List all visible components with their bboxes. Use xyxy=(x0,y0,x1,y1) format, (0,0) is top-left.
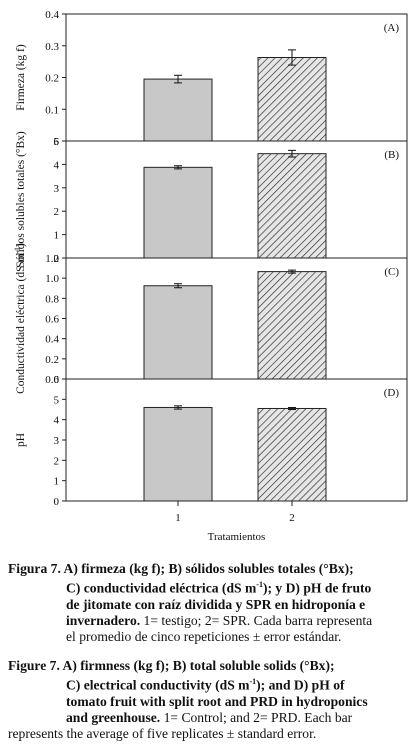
caption-es-line5: el promedio de cinco repeticiones ± erro… xyxy=(66,628,342,644)
caption-es-line4a: invernadero. xyxy=(66,612,141,628)
caption-en-line5: represents the average of five replicate… xyxy=(8,725,317,741)
chart-panel-4: 6 5 4 3 2 1 0 pH (D) xyxy=(15,374,408,508)
caption-en-line3: tomato fruit with split root and PRD in … xyxy=(66,693,368,709)
caption-english: Figure 7. A) firmness (kg f); B) total s… xyxy=(8,658,412,742)
panel-frame xyxy=(65,13,408,142)
bar-treatment-1 xyxy=(143,78,213,142)
y-tick-label: 2 xyxy=(54,206,60,218)
y-tick-label: 0.6 xyxy=(45,314,59,326)
panel-label: (C) xyxy=(384,266,399,278)
y-tick-label: 6 xyxy=(54,374,60,386)
error-bar-treatment-1 xyxy=(174,74,182,84)
chart-panel-2: 5 4 3 2 1 0 Sólidos solubles totales (°Bx) (B) xyxy=(15,131,408,268)
y-tick-label: 6 xyxy=(54,136,60,148)
y-tick-label: 3 xyxy=(54,435,60,447)
bar-treatment-2 xyxy=(257,271,327,380)
chart-panel-3: 1.2 1.0 0.8 0.6 0.4 0.2 0.0 Conductividad eléct… xyxy=(13,243,408,394)
y-tick-label: 3 xyxy=(54,183,60,195)
error-bar-treatment-2 xyxy=(288,149,296,158)
y-tick-label: 5 xyxy=(54,394,60,406)
panel-frame xyxy=(65,140,408,259)
y-tick-label: 5 xyxy=(54,136,60,148)
caption-es-line3: de jitomate con raíz dividida y SPR en h… xyxy=(66,596,366,612)
x-tick-label: 2 xyxy=(289,512,295,524)
caption-en-head: Figure 7. xyxy=(8,658,60,673)
y-tick-label: 0.3 xyxy=(45,41,59,53)
caption-es-line2a: C) conductividad eléctrica (dS m xyxy=(66,580,257,596)
x-tick-label: 1 xyxy=(175,512,181,524)
y-tick-label: 1 xyxy=(54,476,60,488)
panel-label: (B) xyxy=(384,149,399,161)
chart-panel-1: 0.4 0.3 0.2 0.1 6 Firmeza (kg f) (A) xyxy=(15,9,408,148)
y-tick-label: 0.8 xyxy=(45,293,59,305)
y-tick-label: 0 xyxy=(54,253,60,265)
y-axis-label: Firmeza (kg f) xyxy=(15,44,27,111)
caption-es-line1: A) firmeza (kg f); B) sólidos solubles t… xyxy=(63,561,354,576)
y-tick-label: 0.4 xyxy=(45,334,59,346)
bar-treatment-2 xyxy=(257,56,327,142)
y-axis-label: pH xyxy=(15,433,27,447)
bar-treatment-1 xyxy=(143,166,213,259)
caption-spanish: Figura 7. A) firmeza (kg f); B) sólidos … xyxy=(8,561,412,645)
y-tick-label: 0.1 xyxy=(45,104,59,116)
y-tick-label: 4 xyxy=(54,159,60,171)
bar-treatment-2 xyxy=(257,153,327,259)
caption-en-line2a: C) electrical conductivity (dS m xyxy=(66,677,250,693)
bar-chart-figure: 0.4 0.3 0.2 0.1 6 Firmeza (kg f) (A) 5 4 3 2 1 0 Sóli… xyxy=(13,9,408,543)
y-tick-label: 0.0 xyxy=(45,374,59,386)
x-axis-label: Tratamientos xyxy=(208,531,266,543)
y-axis-label: Sólidos solubles totales (°Bx) xyxy=(15,131,27,268)
caption-es-head: Figura 7. xyxy=(8,561,61,576)
caption-es-line4b: 1= testigo; 2= SPR. Cada barra represent… xyxy=(143,612,373,628)
caption-es-line2-sup: -1 xyxy=(256,580,263,589)
caption-en-line4b: 1= Control; and 2= PRD. Each bar xyxy=(163,709,353,725)
y-tick-label: 1.2 xyxy=(45,253,59,265)
error-bar-treatment-2 xyxy=(288,49,296,66)
y-tick-label: 2 xyxy=(54,455,60,467)
y-tick-label: 0 xyxy=(54,496,60,508)
caption-en-line2-sup: -1 xyxy=(249,677,257,686)
caption-es-line2b: ); y D) pH de fruto xyxy=(262,580,372,596)
panel-frame xyxy=(65,257,408,380)
y-tick-label: 1.0 xyxy=(45,273,59,285)
error-bar-treatment-1 xyxy=(174,283,182,289)
error-bar-treatment-1 xyxy=(174,165,182,170)
y-axis-label: Conductividad eléctrica (dS m-1) xyxy=(13,243,27,394)
bar-treatment-1 xyxy=(143,406,213,502)
error-bar-treatment-2 xyxy=(288,406,296,410)
y-tick-label: 1 xyxy=(54,230,60,242)
caption-en-line4a: and greenhouse. xyxy=(66,709,161,725)
panel-frame xyxy=(65,378,408,502)
caption-en-line2b: ); and D) pH of xyxy=(256,677,345,693)
y-tick-label: 0.2 xyxy=(45,73,59,85)
panel-label: (D) xyxy=(384,387,400,399)
caption-en-line1: A) firmness (kg f); B) total soluble sol… xyxy=(62,658,335,673)
error-bar-treatment-1 xyxy=(174,405,182,410)
y-tick-label: 0.2 xyxy=(45,354,59,366)
panel-label: (A) xyxy=(384,22,400,34)
y-tick-label: 0.4 xyxy=(45,9,59,21)
bar-treatment-2 xyxy=(257,407,327,502)
y-tick-label: 4 xyxy=(54,415,60,427)
bar-treatment-1 xyxy=(143,285,213,380)
error-bar-treatment-2 xyxy=(288,269,296,274)
